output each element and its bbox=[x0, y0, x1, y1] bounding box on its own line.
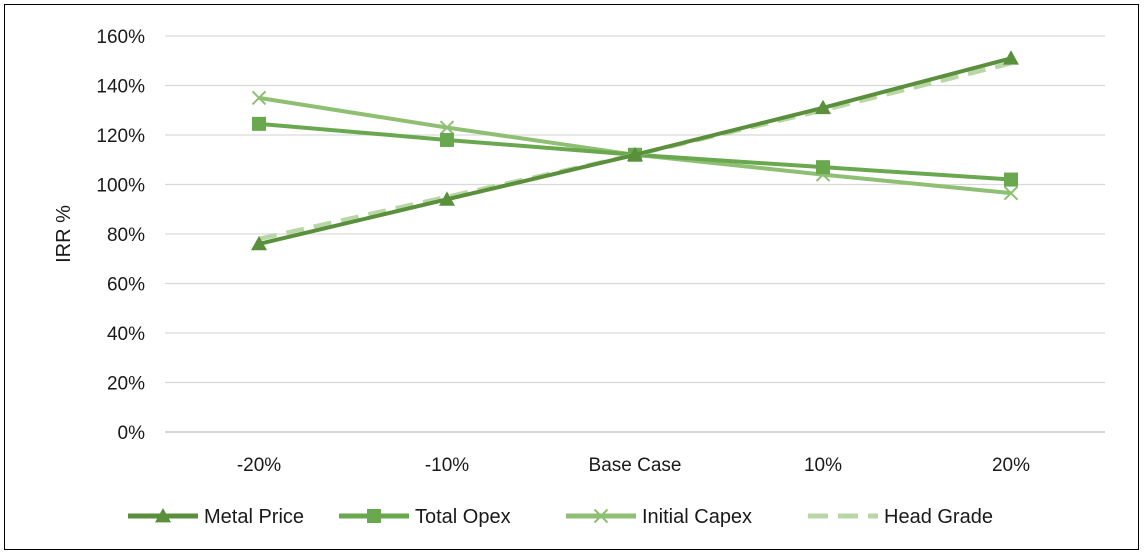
y-tick-label: 0% bbox=[118, 423, 146, 444]
series-line bbox=[258, 95, 1012, 196]
data-point bbox=[627, 146, 643, 162]
y-tick-labels: 0% 20% 40% 60% 80% 100% 120% 140% 160% bbox=[96, 27, 145, 444]
legend-item: Metal Price bbox=[128, 506, 304, 528]
data-point bbox=[367, 509, 381, 523]
data-point bbox=[251, 235, 267, 251]
x-tick-label: 10% bbox=[804, 455, 842, 476]
y-tick-label: 20% bbox=[107, 374, 145, 395]
legend-item: Head Grade bbox=[808, 506, 993, 528]
series-initial-capex bbox=[251, 90, 1019, 201]
y-tick-label: 140% bbox=[96, 77, 145, 98]
legend-label: Total Opex bbox=[415, 506, 511, 528]
data-point bbox=[1003, 185, 1019, 201]
legend-item: Total Opex bbox=[339, 506, 511, 528]
x-tick-label: Base Case bbox=[589, 455, 682, 476]
x-tick-labels: -20% -10% Base Case 10% 20% bbox=[237, 455, 1030, 476]
data-point bbox=[155, 508, 171, 523]
legend: Metal Price Total Opex Initial Capex Head G… bbox=[128, 506, 993, 528]
y-tick-label: 80% bbox=[107, 225, 145, 246]
y-tick-label: 100% bbox=[96, 176, 145, 197]
y-tick-label: 40% bbox=[107, 324, 145, 345]
y-tick-label: 60% bbox=[107, 275, 145, 296]
series-line bbox=[258, 61, 1012, 242]
data-point bbox=[251, 90, 267, 106]
data-point bbox=[1004, 172, 1018, 187]
series-head-grade bbox=[258, 61, 1012, 242]
data-point bbox=[252, 116, 266, 131]
legend-label: Metal Price bbox=[204, 506, 304, 528]
data-point bbox=[815, 99, 831, 115]
x-tick-label: -10% bbox=[425, 455, 469, 476]
legend-label: Initial Capex bbox=[642, 506, 752, 528]
data-point bbox=[816, 160, 830, 175]
series-lines bbox=[251, 50, 1019, 251]
x-tick-label: 20% bbox=[992, 455, 1030, 476]
data-point bbox=[439, 191, 455, 206]
legend-label: Head Grade bbox=[884, 506, 993, 528]
y-tick-label: 120% bbox=[96, 126, 145, 147]
data-point bbox=[1003, 50, 1019, 65]
gridlines bbox=[165, 35, 1105, 433]
y-tick-label: 160% bbox=[96, 27, 145, 48]
series-metal-price bbox=[251, 50, 1019, 251]
chart-frame bbox=[4, 4, 1139, 550]
y-axis-title: IRR % bbox=[53, 205, 75, 263]
x-tick-label: -20% bbox=[237, 455, 281, 476]
data-point bbox=[439, 120, 455, 135]
legend-item: Initial Capex bbox=[566, 506, 752, 528]
data-point bbox=[593, 508, 609, 524]
data-point bbox=[440, 132, 454, 147]
